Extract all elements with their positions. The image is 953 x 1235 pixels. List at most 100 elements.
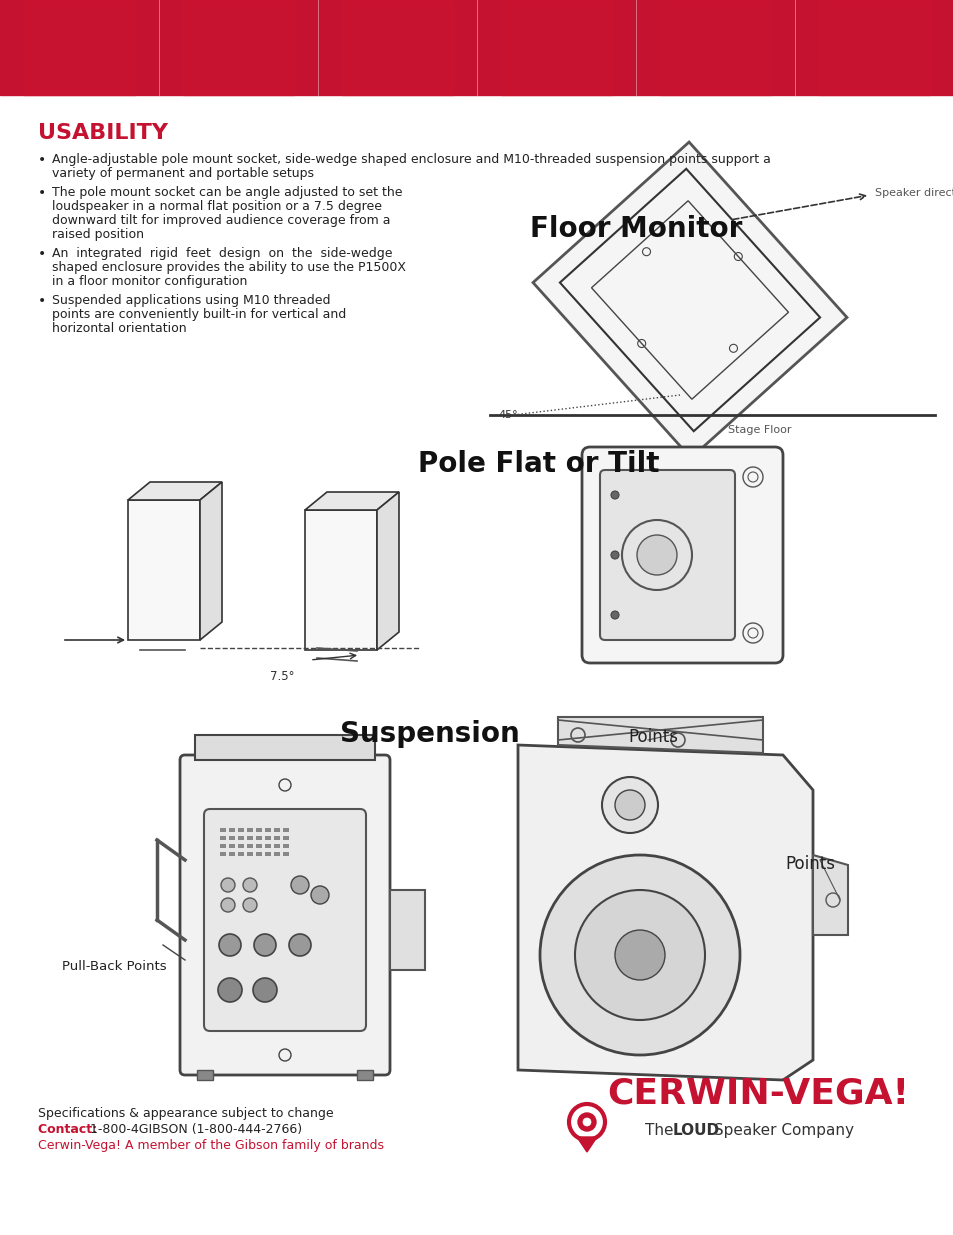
Bar [237, 852, 244, 856]
Bar [265, 827, 271, 832]
Polygon shape [305, 492, 398, 510]
Polygon shape [517, 745, 812, 1079]
Circle shape [582, 1118, 590, 1126]
Text: Suspended applications using M10 threaded: Suspended applications using M10 threade… [52, 294, 330, 308]
Text: •: • [38, 294, 46, 308]
Bar [220, 836, 226, 840]
Circle shape [291, 876, 309, 894]
Text: Pull-Back Points: Pull-Back Points [62, 960, 167, 973]
Polygon shape [128, 500, 200, 640]
Bar [0, 0, 953, 95]
Text: Speaker direction: Speaker direction [874, 188, 953, 198]
Bar [274, 836, 280, 840]
Circle shape [539, 855, 740, 1055]
Text: loudspeaker in a normal flat position or a 7.5 degree: loudspeaker in a normal flat position or… [52, 200, 381, 212]
Bar [255, 852, 262, 856]
Circle shape [610, 611, 618, 619]
FancyBboxPatch shape [599, 471, 734, 640]
Circle shape [575, 890, 704, 1020]
Bar [247, 827, 253, 832]
Bar [229, 844, 234, 848]
Text: Points: Points [784, 855, 834, 873]
Bar [229, 852, 234, 856]
Circle shape [221, 878, 234, 892]
Text: points are conveniently built-in for vertical and: points are conveniently built-in for ver… [52, 308, 346, 321]
Text: •: • [38, 247, 46, 261]
Text: Cerwin-Vega! A member of the Gibson family of brands: Cerwin-Vega! A member of the Gibson fami… [38, 1139, 384, 1152]
Bar [255, 844, 262, 848]
Polygon shape [128, 482, 222, 500]
Text: variety of permanent and portable setups: variety of permanent and portable setups [52, 167, 314, 180]
Text: LOUD: LOUD [672, 1123, 720, 1137]
Bar [274, 852, 280, 856]
Text: The: The [644, 1123, 678, 1137]
Bar [237, 844, 244, 848]
Text: Pole Flat or Tilt: Pole Flat or Tilt [417, 450, 659, 478]
Bar [265, 844, 271, 848]
Text: CERWIN-VEGA!: CERWIN-VEGA! [606, 1076, 908, 1110]
Bar [220, 844, 226, 848]
Text: downward tilt for improved audience coverage from a: downward tilt for improved audience cove… [52, 214, 390, 227]
Bar [24, 0, 135, 95]
Bar [247, 852, 253, 856]
Polygon shape [577, 1137, 597, 1152]
Text: 1-800-4GIBSON (1-800-444-2766): 1-800-4GIBSON (1-800-444-2766) [90, 1123, 302, 1136]
Bar [265, 836, 271, 840]
Polygon shape [533, 142, 846, 458]
Polygon shape [376, 492, 398, 650]
Text: •: • [38, 186, 46, 200]
Text: Suspension: Suspension [339, 720, 519, 748]
Polygon shape [558, 718, 762, 753]
Circle shape [218, 978, 242, 1002]
Text: raised position: raised position [52, 228, 144, 241]
Text: USABILITY: USABILITY [38, 124, 168, 143]
Bar [356, 1070, 373, 1079]
Bar [818, 0, 929, 95]
Circle shape [221, 898, 234, 911]
Text: shaped enclosure provides the ability to use the P1500X: shaped enclosure provides the ability to… [52, 261, 406, 274]
Bar [220, 852, 226, 856]
Polygon shape [200, 482, 222, 640]
Circle shape [615, 930, 664, 981]
Bar [255, 836, 262, 840]
Circle shape [615, 790, 644, 820]
Circle shape [219, 934, 241, 956]
Bar [237, 836, 244, 840]
Circle shape [289, 934, 311, 956]
Bar [229, 836, 234, 840]
Text: Specifications & appearance subject to change: Specifications & appearance subject to c… [38, 1107, 334, 1120]
Circle shape [253, 934, 275, 956]
Bar [265, 852, 271, 856]
Bar [247, 844, 253, 848]
Bar [229, 827, 234, 832]
Circle shape [253, 978, 276, 1002]
Bar [659, 0, 770, 95]
Text: Angle-adjustable pole mount socket, side-wedge shaped enclosure and M10-threaded: Angle-adjustable pole mount socket, side… [52, 153, 770, 165]
Text: •: • [38, 153, 46, 167]
Text: Floor Monitor: Floor Monitor [530, 215, 741, 243]
Polygon shape [812, 855, 847, 935]
Bar [237, 827, 244, 832]
Text: An  integrated  rigid  feet  design  on  the  side-wedge: An integrated rigid feet design on the s… [52, 247, 392, 261]
Text: 7.5°: 7.5° [270, 671, 294, 683]
Circle shape [610, 551, 618, 559]
Circle shape [578, 1113, 596, 1131]
Text: Stage Floor: Stage Floor [727, 425, 791, 435]
Text: 45°: 45° [497, 410, 517, 420]
Text: The pole mount socket can be angle adjusted to set the: The pole mount socket can be angle adjus… [52, 186, 402, 199]
Bar [255, 827, 262, 832]
Bar [500, 0, 612, 95]
Circle shape [637, 535, 677, 576]
Bar [274, 844, 280, 848]
Bar [283, 852, 289, 856]
Circle shape [243, 898, 256, 911]
Bar [183, 0, 294, 95]
Bar [247, 836, 253, 840]
FancyBboxPatch shape [180, 755, 390, 1074]
Bar [283, 836, 289, 840]
Text: horizontal orientation: horizontal orientation [52, 322, 187, 335]
Bar [341, 0, 453, 95]
Bar [196, 1070, 213, 1079]
Polygon shape [194, 735, 375, 760]
Text: Points: Points [627, 727, 678, 746]
